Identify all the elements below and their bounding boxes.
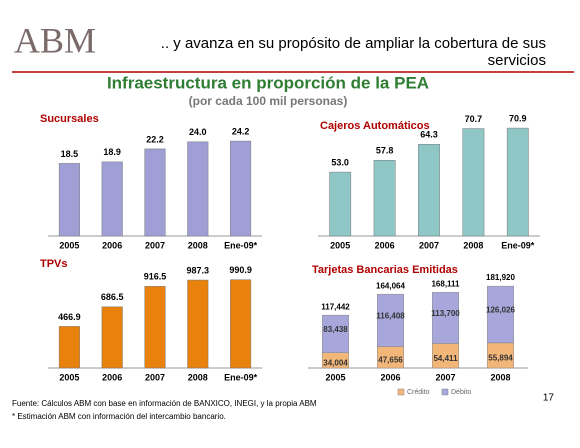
footnote: Fuente: Cálculos ABM con base en informa… [12,399,317,408]
legend-label: Débito [451,389,471,396]
bar [373,160,396,237]
x-tick-label: 2008 [463,240,483,250]
total-label: 181,920 [486,273,515,282]
chart-title: TPVs [40,258,68,270]
bar [101,161,123,237]
value-label: 24.0 [189,127,207,137]
x-tick-label: Ene-09* [224,372,258,382]
bar [58,163,80,237]
x-tick-label: 2008 [188,372,208,382]
value-label: 24.2 [232,126,250,136]
bar-segment [432,343,459,369]
x-tick-label: 2007 [435,372,455,382]
bar-segment [322,314,349,353]
bar [230,279,252,369]
footnote: * Estimación ABM con información del int… [12,412,226,421]
chart-title: Cajeros Automáticos [320,120,430,132]
x-tick-label: 2007 [145,372,165,382]
bar-segment [432,292,459,344]
value-label: 466.9 [58,312,81,322]
heading: servicios [488,52,546,69]
bar [230,140,252,237]
x-tick-label: 2006 [375,240,395,250]
value-label: 54,411 [433,354,458,363]
value-label: 70.7 [465,114,483,124]
value-label: 987.3 [187,265,210,275]
value-label: 47,656 [378,355,403,364]
value-label: 83,438 [323,325,348,334]
x-tick-label: Ene-09* [224,240,258,250]
chart-title: Tarjetas Bancarias Emitidas [312,264,458,276]
x-tick-label: 2005 [325,372,345,382]
heading: .. y avanza en su propósito de ampliar l… [161,35,546,52]
bar [58,326,80,369]
x-tick-label: 2005 [59,372,79,382]
bar [329,171,352,237]
x-tick-label: 2005 [330,240,350,250]
bar [462,128,485,237]
bar [101,306,123,369]
value-label: 916.5 [144,272,167,282]
legend-swatch [441,388,449,396]
page-number: 17 [543,393,555,404]
bar [144,286,166,369]
total-label: 117,442 [321,302,350,311]
x-tick-label: 2006 [380,372,400,382]
slide-title: Infraestructura en proporción de la PEA [107,73,429,92]
bar [418,144,440,237]
value-label: 55,894 [488,354,513,363]
x-tick-label: 2008 [188,240,208,250]
value-label: 113,700 [431,309,460,318]
value-label: 990.9 [229,265,252,275]
bar [187,141,209,237]
value-label: 22.2 [146,134,164,144]
value-label: 57.8 [376,146,394,156]
bar [506,127,529,237]
chart-title: Sucursales [40,113,99,125]
total-label: 164,064 [376,281,405,290]
x-tick-label: 2005 [59,240,79,250]
legend-swatch [397,388,405,396]
x-tick-label: 2008 [490,372,510,382]
bar [187,279,209,369]
bar-segment [487,342,514,369]
bar-segment [377,293,404,347]
value-label: 116,408 [376,311,405,320]
logo: ABM [14,20,96,60]
value-label: 64.3 [420,130,438,140]
value-label: 53.0 [331,157,349,167]
value-label: 126,026 [486,306,515,315]
x-tick-label: 2006 [102,240,122,250]
value-label: 18.5 [61,149,79,159]
value-label: 686.5 [101,292,124,302]
legend-label: Crédito [407,389,430,396]
value-label: 70.9 [509,113,527,123]
x-tick-label: Ene-09* [501,240,535,250]
value-label: 18.9 [103,147,121,157]
x-tick-label: 2006 [102,372,122,382]
bar-segment [487,285,514,344]
total-label: 168,111 [431,279,460,288]
bar [144,148,166,237]
slide-subtitle: (por cada 100 mil personas) [189,94,348,108]
value-label: 34,004 [323,358,348,367]
x-tick-label: 2007 [145,240,165,250]
x-tick-label: 2007 [419,240,439,250]
